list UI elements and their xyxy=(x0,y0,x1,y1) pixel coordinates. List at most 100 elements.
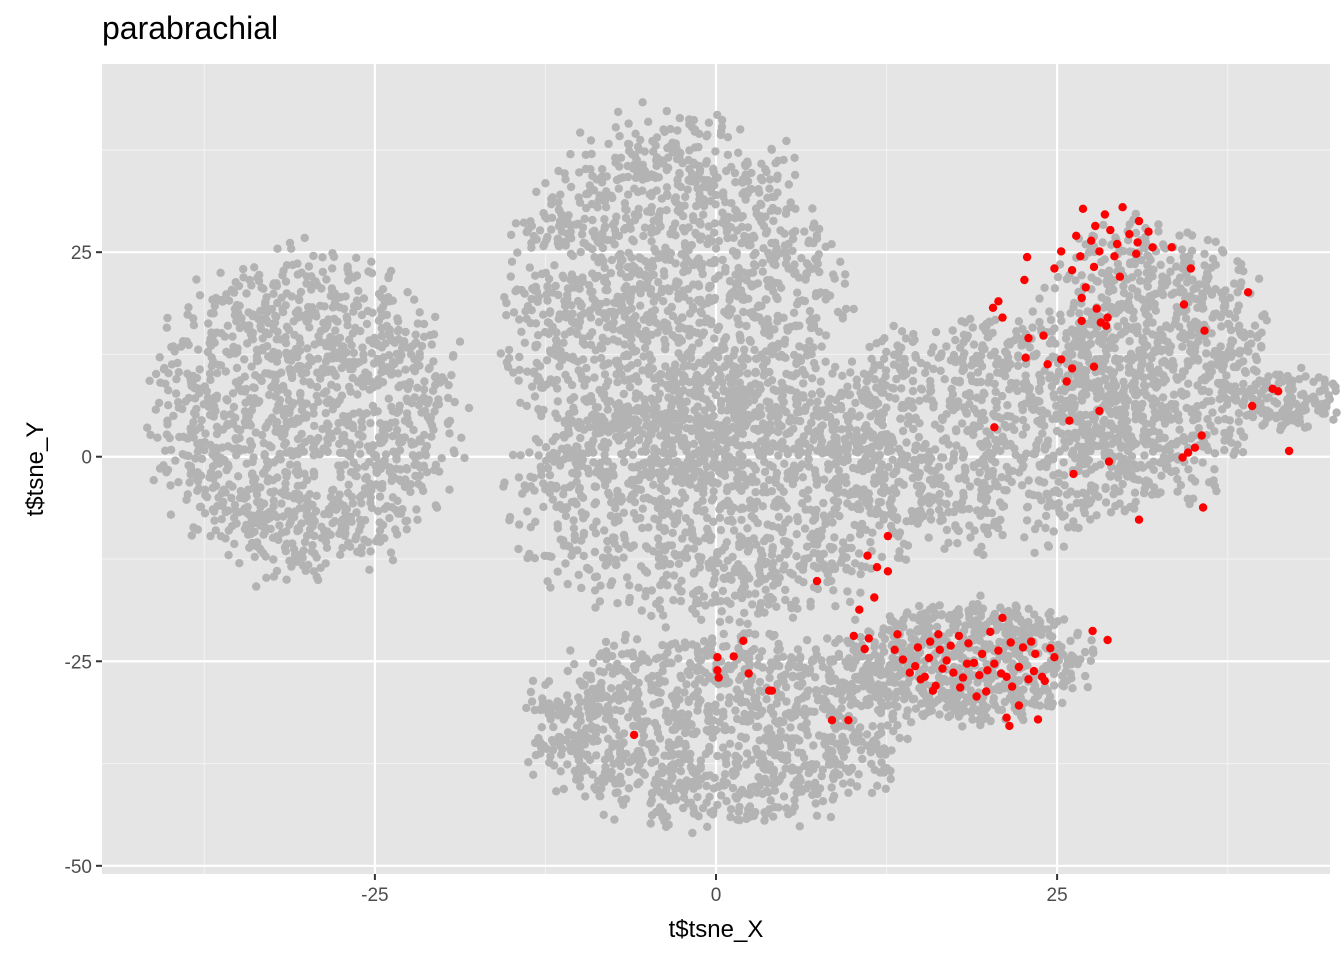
background-point xyxy=(361,368,370,377)
background-point xyxy=(527,697,537,706)
background-point xyxy=(583,688,592,697)
background-point xyxy=(574,219,583,228)
background-point xyxy=(626,543,635,552)
background-point xyxy=(670,497,680,506)
background-point xyxy=(624,408,633,417)
background-point xyxy=(665,287,674,296)
background-point xyxy=(713,751,722,761)
background-point xyxy=(544,329,553,339)
background-point xyxy=(710,255,720,265)
background-point xyxy=(596,299,605,309)
background-point xyxy=(743,369,752,378)
background-point xyxy=(563,290,572,300)
background-point xyxy=(396,465,405,474)
background-point xyxy=(771,158,780,168)
background-point xyxy=(316,301,325,310)
background-point xyxy=(233,472,243,481)
background-point xyxy=(251,371,260,380)
background-point xyxy=(635,657,644,667)
background-point xyxy=(780,561,789,570)
background-point xyxy=(585,331,594,341)
background-point xyxy=(233,444,242,453)
background-point xyxy=(629,721,638,731)
background-point xyxy=(714,365,724,374)
background-point xyxy=(709,517,718,526)
background-point xyxy=(735,788,745,797)
background-point xyxy=(521,307,530,316)
background-point xyxy=(594,317,604,327)
background-point xyxy=(599,810,608,819)
background-point xyxy=(415,352,424,362)
background-point xyxy=(254,314,263,324)
background-point xyxy=(638,175,647,184)
background-point xyxy=(628,261,638,271)
background-point xyxy=(901,555,911,564)
background-point xyxy=(307,303,317,312)
background-point xyxy=(333,426,342,436)
background-point xyxy=(523,507,532,516)
background-point xyxy=(716,526,726,535)
background-point xyxy=(539,310,548,319)
background-point xyxy=(382,502,392,511)
background-point xyxy=(779,383,788,392)
background-point xyxy=(769,385,778,394)
background-point xyxy=(690,127,699,136)
background-point xyxy=(766,276,775,285)
background-point xyxy=(766,255,775,264)
background-point xyxy=(578,681,587,690)
background-point xyxy=(654,470,664,479)
background-point xyxy=(751,589,760,598)
background-point xyxy=(765,460,774,470)
background-point xyxy=(616,153,626,162)
background-point xyxy=(718,586,728,596)
background-point xyxy=(259,438,268,448)
background-point xyxy=(219,410,229,419)
background-point xyxy=(603,235,612,245)
background-point xyxy=(652,447,662,456)
background-point xyxy=(585,181,594,190)
background-point xyxy=(164,401,173,410)
background-point xyxy=(296,339,305,348)
background-point xyxy=(649,297,658,306)
background-point xyxy=(677,323,687,332)
background-point xyxy=(862,730,872,739)
background-point xyxy=(722,538,731,547)
background-point xyxy=(748,268,758,277)
background-point xyxy=(543,577,552,586)
background-point xyxy=(594,238,604,247)
background-point xyxy=(528,676,538,686)
background-point xyxy=(758,663,767,672)
background-point xyxy=(347,341,356,350)
background-point xyxy=(647,758,656,768)
background-point xyxy=(611,153,620,162)
background-point xyxy=(760,816,769,825)
background-point xyxy=(660,457,670,467)
background-point xyxy=(563,284,573,293)
background-point xyxy=(573,469,582,478)
background-point xyxy=(827,543,837,552)
background-point xyxy=(604,139,613,149)
background-point xyxy=(786,723,795,732)
background-point xyxy=(729,526,739,535)
background-point xyxy=(563,579,572,589)
background-point xyxy=(763,520,772,529)
background-point xyxy=(195,291,205,300)
background-point xyxy=(774,427,783,437)
background-point xyxy=(269,555,278,564)
background-point xyxy=(570,318,579,328)
background-point xyxy=(774,451,783,460)
background-point xyxy=(328,405,337,414)
background-point xyxy=(427,421,437,430)
background-point xyxy=(558,271,567,280)
background-point xyxy=(650,374,659,383)
background-point xyxy=(524,758,533,767)
background-point xyxy=(357,417,366,426)
background-point xyxy=(674,644,684,653)
background-point xyxy=(662,380,672,390)
background-point xyxy=(695,318,704,327)
background-point xyxy=(402,465,412,474)
background-point xyxy=(410,339,419,348)
background-point xyxy=(696,479,706,489)
background-point xyxy=(355,440,364,449)
background-point xyxy=(363,442,373,451)
